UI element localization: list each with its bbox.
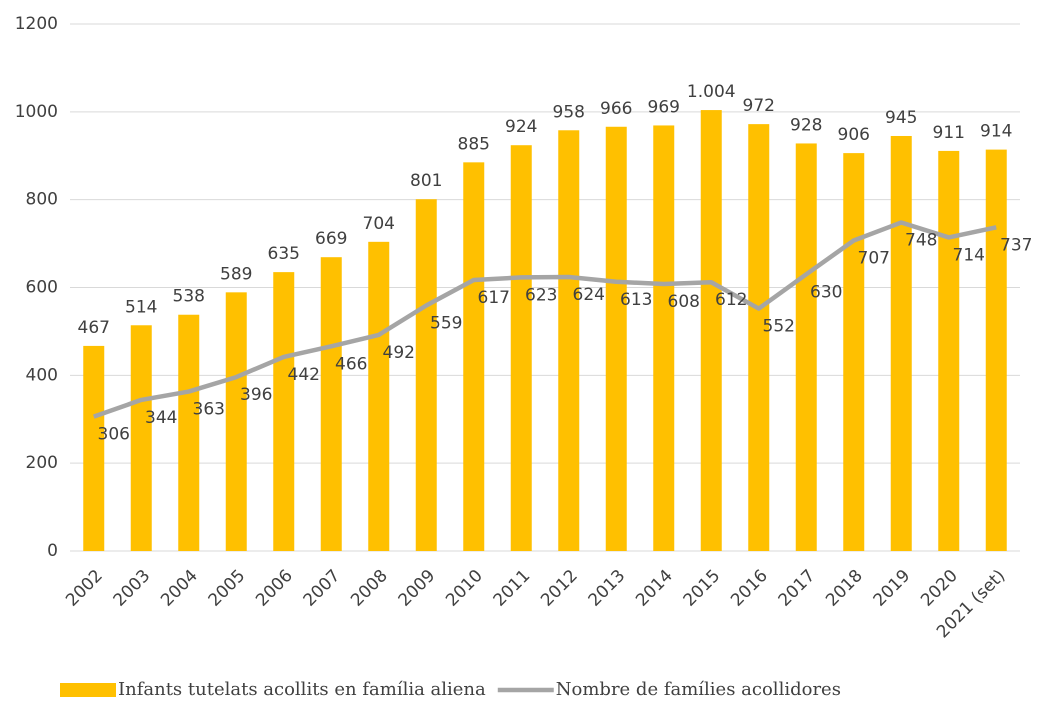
bar: [83, 345, 105, 551]
bar: [558, 130, 580, 552]
x-tick-label: 2005: [205, 566, 250, 611]
bar-value-label: 514: [125, 297, 157, 317]
legend-swatch: [60, 683, 116, 697]
bar: [463, 162, 485, 551]
bar: [130, 325, 152, 551]
y-tick-label: 400: [26, 365, 58, 385]
line-value-label: 608: [668, 292, 700, 312]
line: [93, 220, 997, 419]
bar: [890, 135, 912, 552]
bar: [748, 124, 770, 551]
bar: [605, 126, 627, 551]
x-tick-label: 2011: [490, 566, 535, 611]
x-tick-label: 2020: [917, 566, 962, 611]
line-value-label: 630: [810, 282, 842, 302]
x-tick-label: 2007: [300, 566, 345, 611]
bar-value-label: 635: [268, 244, 300, 264]
bar: [320, 257, 342, 551]
bar-value-label: 958: [553, 102, 585, 122]
bar-value-label: 467: [78, 318, 110, 338]
line-value-label: 552: [763, 317, 795, 337]
bar: [795, 143, 817, 551]
bar-value-label: 911: [933, 123, 965, 143]
line-value-label: 363: [193, 400, 225, 420]
bar-value-label: 589: [220, 264, 252, 284]
bar: [985, 149, 1007, 551]
bar: [273, 272, 295, 551]
x-tick-label: 2008: [347, 566, 392, 611]
bar-value-label: 704: [363, 214, 395, 234]
y-tick-label: 0: [47, 541, 58, 561]
line-value-label: 306: [98, 425, 130, 445]
line-value-label: 612: [715, 290, 747, 310]
line-value-label: 737: [1000, 235, 1032, 255]
line-value-label: 623: [525, 285, 557, 305]
bar-value-label: 906: [838, 125, 870, 145]
bar-value-label: 914: [980, 122, 1012, 142]
bar: [510, 145, 532, 551]
line-value-label: 617: [478, 288, 510, 308]
line-value-label: 344: [145, 408, 177, 428]
line-value-label: 624: [573, 285, 605, 305]
bar-value-label: 1.004: [687, 82, 736, 102]
x-tick-label: 2010: [442, 566, 487, 611]
bar-value-label: 928: [790, 115, 822, 135]
line-value-label: 492: [383, 343, 415, 363]
y-tick-label: 600: [26, 278, 58, 298]
line-value-label: 613: [620, 290, 652, 310]
x-tick-label: 2013: [585, 566, 630, 611]
line-value-label: 748: [905, 231, 937, 251]
bar: [843, 153, 865, 552]
x-tick-label: 2004: [157, 566, 202, 611]
y-tick-label: 200: [26, 453, 58, 473]
bar-value-label: 966: [600, 99, 632, 119]
bar: [700, 110, 722, 552]
legend-label: Infants tutelats acollits en família ali…: [118, 679, 486, 700]
y-tick-label: 1200: [15, 14, 58, 34]
line-value-label: 466: [335, 354, 367, 374]
x-tick-label: 2003: [110, 566, 155, 611]
bar: [938, 150, 960, 551]
x-tick-label: 2014: [632, 566, 677, 611]
bar-value-label: 972: [743, 96, 775, 116]
x-tick-label: 2018: [822, 566, 867, 611]
line-value-label: 396: [240, 385, 272, 405]
legend-label: Nombre de famílies acollidores: [556, 679, 841, 700]
x-tick-label: 2009: [395, 566, 440, 611]
x-tick-label: 2002: [62, 566, 107, 611]
x-tick-label: 2006: [252, 566, 297, 611]
bar-value-label: 538: [173, 287, 205, 307]
line-value-label: 714: [953, 245, 985, 265]
bar-value-label: 801: [410, 171, 442, 191]
x-tick-label: 2017: [775, 566, 820, 611]
bar: [368, 241, 390, 551]
bar: [178, 314, 200, 551]
x-tick-label: 2016: [727, 566, 772, 611]
bar: [415, 199, 437, 552]
line-value-label: 442: [288, 365, 320, 385]
x-tick-label: 2019: [870, 566, 915, 611]
y-tick-label: 800: [26, 190, 58, 210]
legend: Infants tutelats acollits en família ali…: [60, 679, 841, 700]
bar: [653, 125, 675, 551]
x-tick-label: 2015: [680, 566, 725, 611]
line-value-label: 559: [430, 314, 462, 334]
bar-value-label: 945: [885, 108, 917, 128]
bar-value-label: 969: [648, 97, 680, 117]
bar-value-label: 669: [315, 229, 347, 249]
y-tick-label: 1000: [15, 102, 58, 122]
x-tick-label: 2012: [537, 566, 582, 611]
bar-value-label: 885: [458, 134, 490, 154]
bar-value-label: 924: [505, 117, 537, 137]
bar: [225, 292, 247, 551]
line-value-label: 707: [858, 249, 890, 269]
